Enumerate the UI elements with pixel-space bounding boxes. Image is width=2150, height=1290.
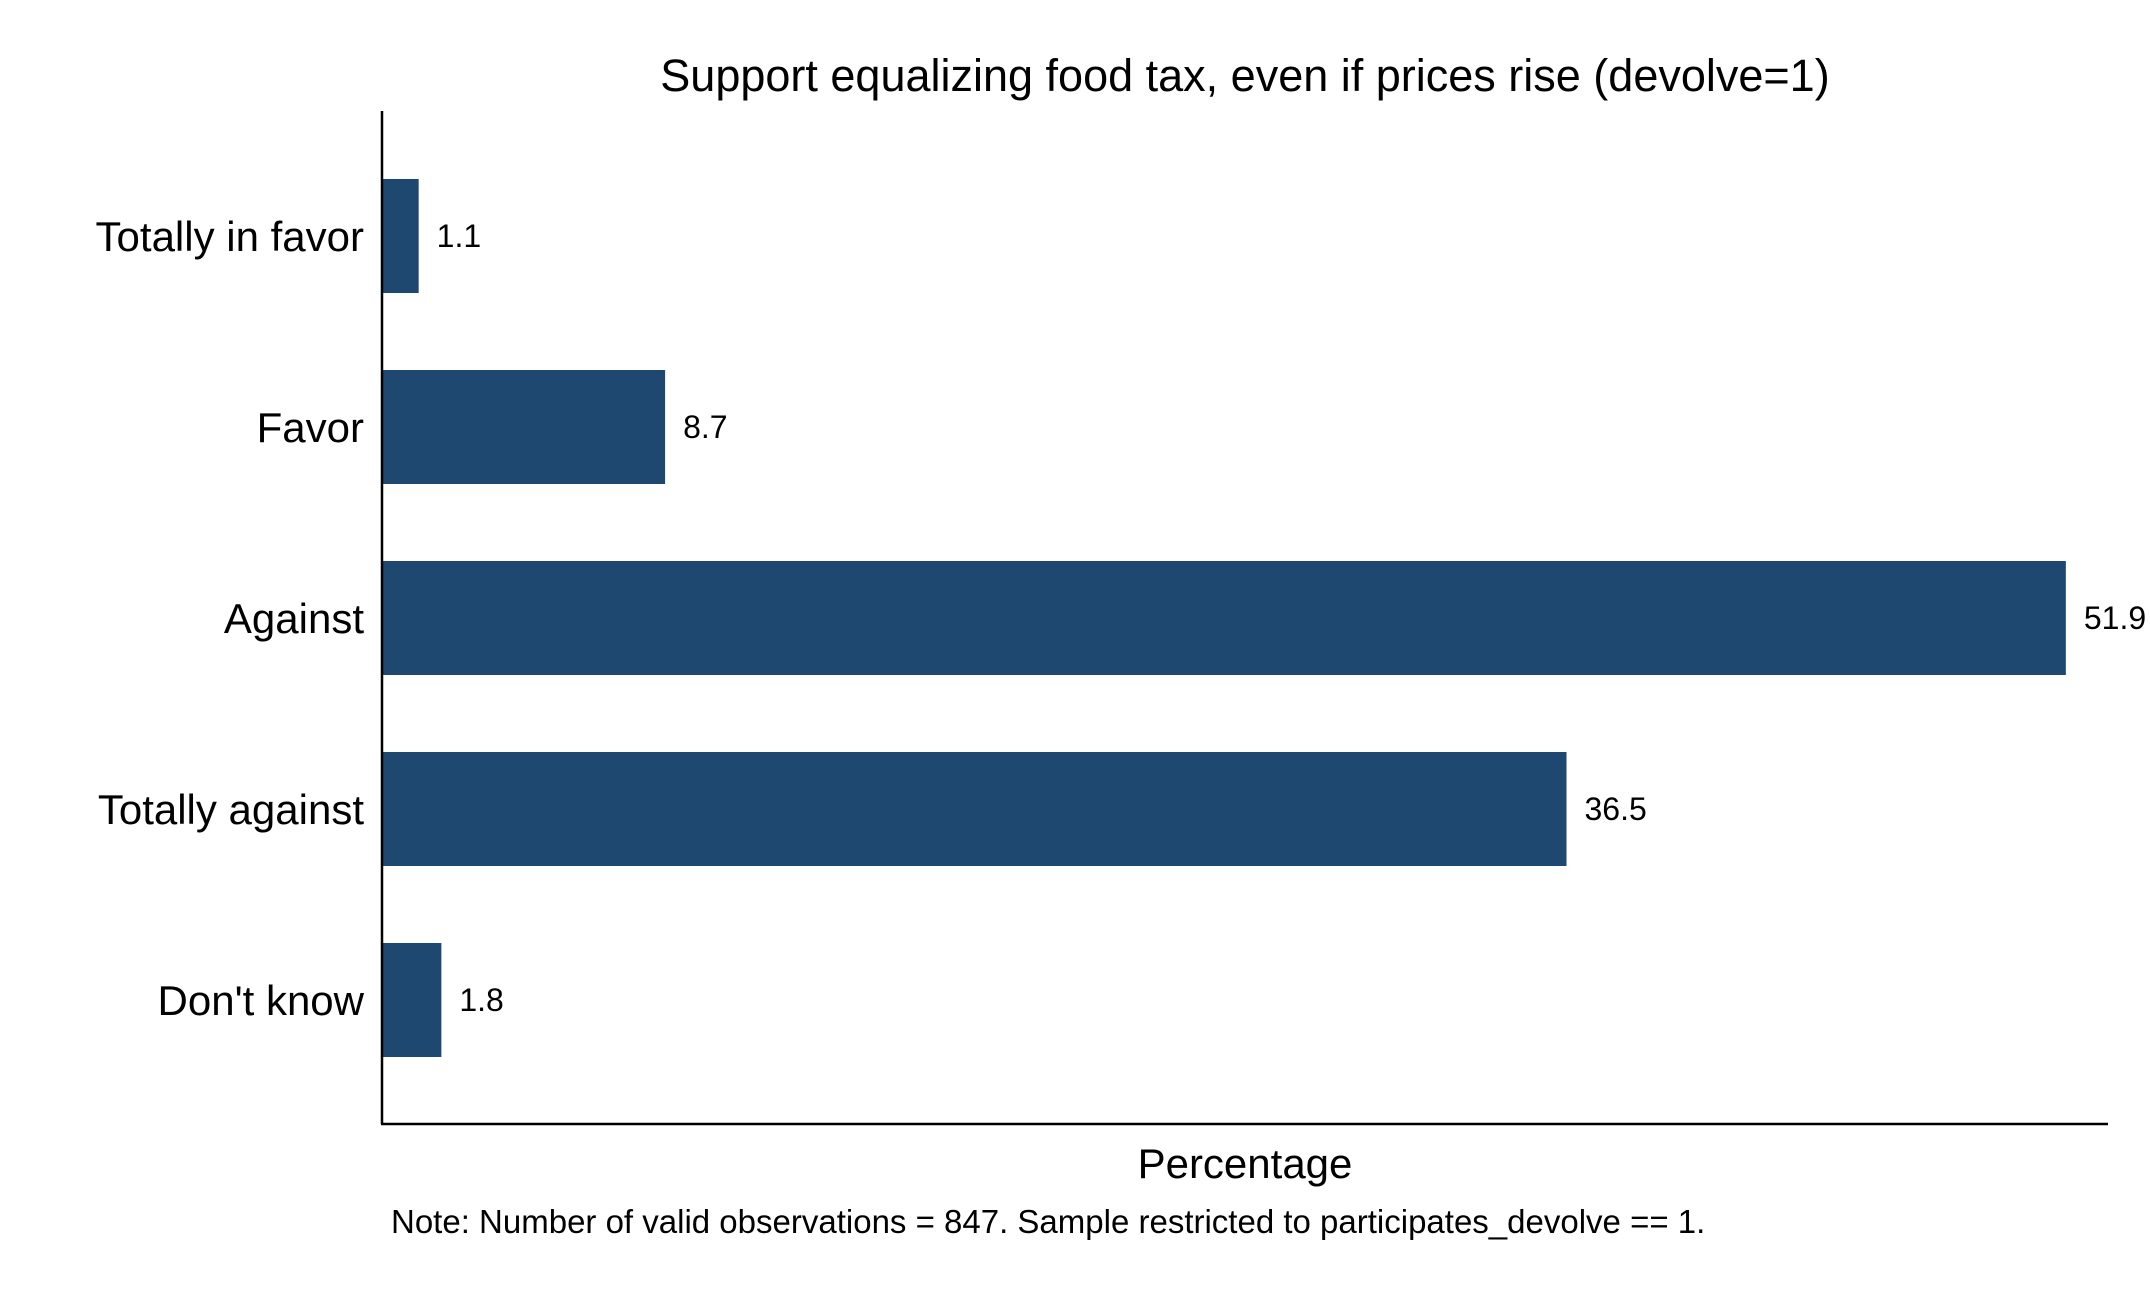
category-label: Totally in favor [96, 213, 364, 260]
footnote: Note: Number of valid observations = 847… [391, 1203, 1705, 1240]
value-label: 1.8 [459, 982, 503, 1018]
category-label: Against [224, 595, 364, 642]
bars-group [383, 179, 2066, 1057]
category-labels-group: Totally in favor Favor Against Totally agai… [96, 213, 365, 1024]
bar [383, 943, 442, 1057]
bar [383, 752, 1567, 866]
category-label: Totally against [98, 786, 364, 833]
chart-title: Support equalizing food tax, even if pri… [660, 50, 1829, 101]
value-labels-group: 1.1 8.7 51.9 36.5 1.8 [437, 218, 2146, 1018]
value-label: 1.1 [437, 218, 481, 254]
x-axis-label: Percentage [1138, 1140, 1353, 1187]
category-label: Favor [257, 404, 364, 451]
value-label: 36.5 [1585, 791, 1647, 827]
bar [383, 179, 419, 293]
bar [383, 561, 2066, 675]
value-label: 51.9 [2084, 600, 2146, 636]
value-label: 8.7 [683, 409, 727, 445]
category-label: Don't know [158, 977, 365, 1024]
bar [383, 370, 666, 484]
